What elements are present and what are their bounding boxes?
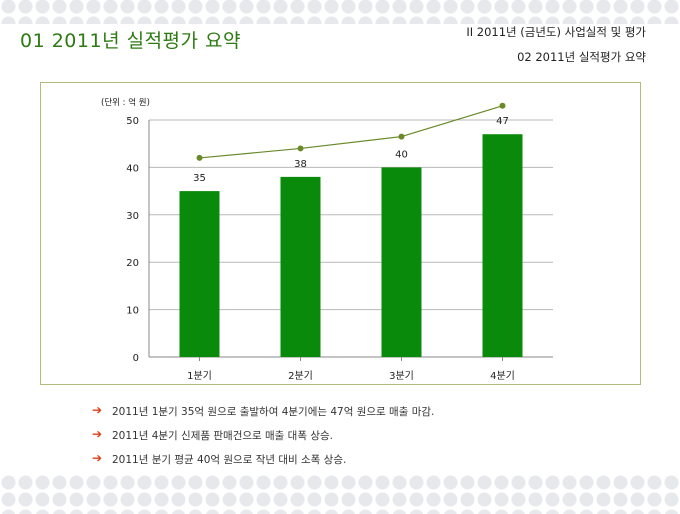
y-tick-label: 40 xyxy=(126,163,139,174)
x-tick-label: 3분기 xyxy=(389,370,414,382)
trend-point xyxy=(398,133,405,140)
chart-panel: (단위 : 억 원) 0 10 20 30 40 50 35 1분기 38 2분기 40 3분기 47 4분… xyxy=(40,82,641,385)
x-tick-label: 1분기 xyxy=(187,370,212,382)
list-item: ➔ 2011년 1분기 35억 원으로 출발하여 4분기에는 47억 원으로 매출… xyxy=(92,404,434,428)
right-arrow-icon: ➔ xyxy=(92,427,103,441)
page-title: 01 2011년 실적평가 요약 xyxy=(20,30,242,52)
list-item: ➔ 2011년 분기 평균 40억 원으로 작년 대비 소폭 상승. xyxy=(92,452,434,476)
unit-label: (단위 : 억 원) xyxy=(101,97,150,108)
trend-point xyxy=(196,154,203,161)
list-item-text: 2011년 4분기 신제품 판매건으로 매출 대폭 상승. xyxy=(112,430,333,442)
breadcrumb-sub: 02 2011년 실적평가 요약 xyxy=(517,50,646,64)
list-item-text: 2011년 1분기 35억 원으로 출발하여 4분기에는 47억 원으로 매출 … xyxy=(112,406,435,418)
right-arrow-icon: ➔ xyxy=(92,403,103,417)
breadcrumb: II 2011년 (금년도) 사업실적 및 평가 xyxy=(466,25,646,39)
data-label: 38 xyxy=(294,159,307,170)
trend-point xyxy=(297,145,304,152)
y-tick-label: 30 xyxy=(126,211,139,222)
bar xyxy=(179,191,220,357)
bar-chart: (단위 : 억 원) 0 10 20 30 40 50 35 1분기 38 2분기 40 3분기 47 4분… xyxy=(101,97,553,382)
data-label: 35 xyxy=(193,173,206,184)
data-label: 40 xyxy=(395,149,408,160)
data-label: 47 xyxy=(496,116,509,127)
y-tick-label: 10 xyxy=(126,306,139,317)
bottom-dot-pattern xyxy=(0,474,680,514)
top-dot-pattern xyxy=(0,0,680,24)
summary-list: ➔ 2011년 1분기 35억 원으로 출발하여 4분기에는 47억 원으로 매출… xyxy=(92,404,434,476)
trend-line xyxy=(199,105,503,159)
trend-point xyxy=(499,102,506,109)
y-tick-label: 20 xyxy=(126,258,139,269)
right-arrow-icon: ➔ xyxy=(92,451,103,465)
bar xyxy=(482,134,523,357)
list-item-text: 2011년 분기 평균 40억 원으로 작년 대비 소폭 상승. xyxy=(112,454,347,466)
bar xyxy=(280,176,321,357)
x-tick-label: 2분기 xyxy=(288,370,313,382)
list-item: ➔ 2011년 4분기 신제품 판매건으로 매출 대폭 상승. xyxy=(92,428,434,452)
x-tick-label: 4분기 xyxy=(490,370,515,382)
bar xyxy=(381,167,422,357)
y-tick-label: 0 xyxy=(133,353,139,364)
y-tick-label: 50 xyxy=(126,116,139,127)
